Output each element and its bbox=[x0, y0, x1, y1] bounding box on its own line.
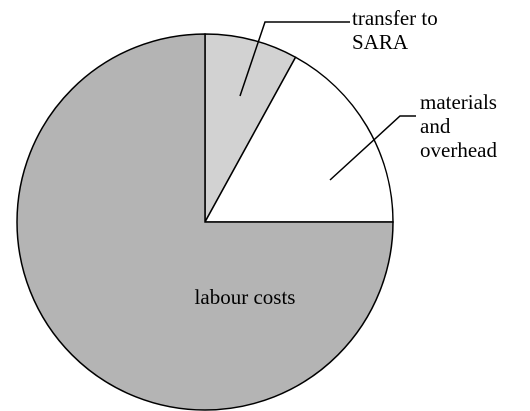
leader-line bbox=[239, 21, 350, 97]
pie-slice bbox=[203, 56, 394, 223]
slice-label: materials and overhead bbox=[420, 90, 497, 162]
slice-label: transfer to SARA bbox=[352, 6, 438, 54]
pie-slice bbox=[16, 33, 394, 411]
leader-line bbox=[329, 115, 416, 181]
slice-label: labour costs bbox=[194, 285, 296, 309]
pie-slice bbox=[204, 33, 297, 223]
